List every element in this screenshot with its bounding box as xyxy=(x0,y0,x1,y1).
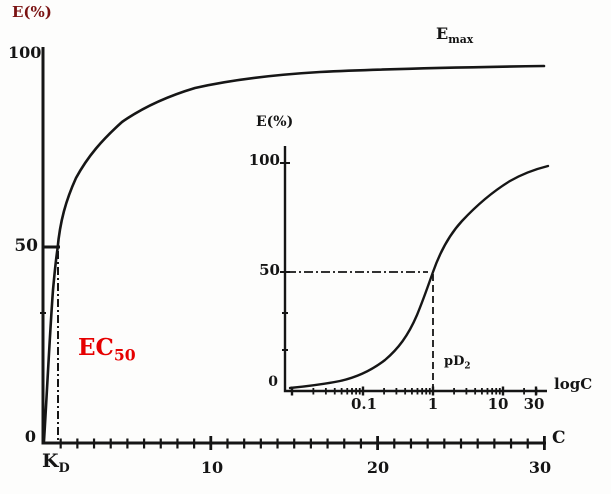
emax-annotation: Emax xyxy=(436,24,473,46)
inset-y-axis-title: E(%) xyxy=(256,114,294,130)
main-xtick-10: 10 xyxy=(200,458,224,477)
main-xtick-30: 30 xyxy=(528,458,552,477)
main-ytick-0: 0 xyxy=(24,427,36,446)
kd-base: K xyxy=(42,450,59,472)
inset-xtick-10: 10 xyxy=(487,395,509,413)
main-curve xyxy=(42,64,546,443)
inset-ytick-0: 0 xyxy=(268,374,278,390)
inset-xtick-30: 30 xyxy=(523,395,545,413)
inset-axes xyxy=(283,146,547,393)
pd2-annotation: pD2 xyxy=(444,354,471,371)
inset-y-ticks xyxy=(280,162,290,351)
ec50-annotation: EC50 xyxy=(78,334,136,363)
main-axes xyxy=(41,47,546,445)
inset-ytick-100: 100 xyxy=(248,151,280,169)
inset-ytick-50: 50 xyxy=(259,261,280,279)
main-y-axis-title: E(%) xyxy=(12,3,52,21)
emax-base: E xyxy=(436,24,449,43)
main-xtick-20: 20 xyxy=(366,458,390,477)
inset-x-axis-ticks xyxy=(290,386,538,396)
emax-sub: max xyxy=(448,33,474,47)
inset-xtick-0-1: 0.1 xyxy=(350,395,378,413)
pd2-sub: 2 xyxy=(464,361,471,372)
kd-annotation: KD xyxy=(42,450,70,475)
ec50-sub: 50 xyxy=(113,345,136,365)
pd2-base: pD xyxy=(444,354,465,369)
kd-sub: D xyxy=(58,460,70,476)
main-x-axis-ticks xyxy=(59,436,546,450)
ec50-base: EC xyxy=(78,334,114,361)
main-x-axis-title: C xyxy=(552,428,566,448)
inset-xtick-1: 1 xyxy=(427,395,439,413)
main-ytick-50: 50 xyxy=(14,236,38,256)
inset-x-axis-title: logC xyxy=(554,375,593,393)
inset-curve xyxy=(288,164,550,390)
main-ytick-100: 100 xyxy=(8,43,42,62)
